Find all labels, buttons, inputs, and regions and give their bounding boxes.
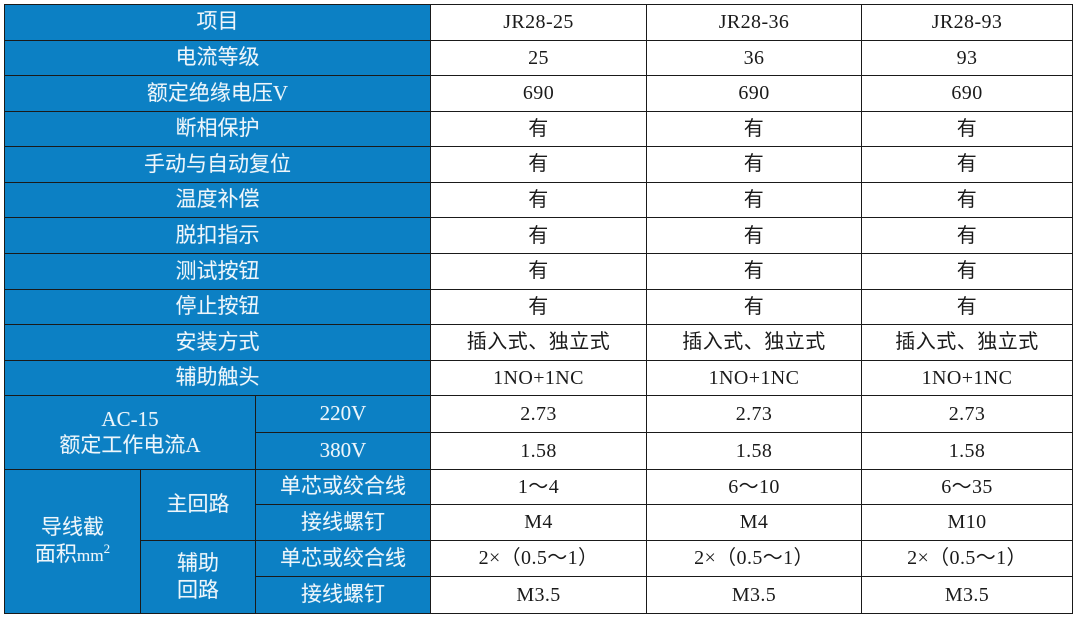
table-row: 手动与自动复位 有 有 有 [3,146,1074,183]
specification-table: 项目 JR28-25 JR28-36 JR28-93 电流等级 25 36 93… [3,4,1074,615]
row-value: 有 [430,288,648,326]
row-value: M3.5 [861,576,1074,614]
table-row: 辅助触头 1NO+1NC 1NO+1NC 1NO+1NC [3,359,1074,397]
row-value: 有 [861,181,1074,219]
row-value: 有 [646,288,863,326]
ac15-sub-label: 380V [254,431,432,470]
table-row: 测试按钮 有 有 有 [3,253,1074,290]
table-row-wire-aux-conductor: 辅助 回路 单芯或绞合线 2×（0.5～1） 2×（0.5～1） 2×（0.5～… [5,539,1074,615]
table-row: 额定绝缘电压V 690 690 690 [3,75,1074,112]
wire-label-line2: 面积mm2 [5,541,140,568]
wire-label-unit-exponent: 2 [103,541,111,557]
row-value: 1NO+1NC [646,359,863,397]
row-value: 1～4 [430,468,648,506]
ac15-label-line1: AC-15 [101,406,159,431]
row-value: 有 [861,288,1074,326]
row-value: 1.58 [646,431,863,470]
table-row-ac15-220v: AC-15 额定工作电流A 220V 2.73 2.73 2.73 [4,395,1074,470]
row-value: 有 [861,253,1074,290]
header-model-3: JR28-93 [861,4,1074,41]
table-header-row: 项目 JR28-25 JR28-36 JR28-93 [3,4,1074,41]
table-row-wire-main-conductor: 导线截 面积mm2 主回路 单芯或绞合线 1～4 6～10 6～35 [4,468,1074,615]
row-label: 脱扣指示 [3,217,432,255]
row-label: 测试按钮 [3,253,432,290]
wire-sub-label: 单芯或绞合线 [254,539,432,578]
ac15-group-label: AC-15 额定工作电流A [4,395,256,470]
header-model-2: JR28-36 [646,4,863,41]
ac15-label-line2: 额定工作电流A [59,433,201,458]
table-row-wire-main-screw: 接线螺钉 M4 M4 M10 [5,504,1074,541]
row-value: 有 [861,217,1074,255]
row-value: 2×（0.5～1） [861,539,1074,578]
row-value: 690 [430,75,648,112]
row-label: 安装方式 [3,324,432,361]
wire-label-unit: mm [76,546,104,566]
row-value: M4 [646,504,863,541]
table-row: 安装方式 插入式、独立式 插入式、独立式 插入式、独立式 [3,324,1074,361]
wire-label-line1: 导线截 [41,515,104,540]
row-value: 有 [861,110,1074,148]
row-value: 690 [646,75,863,112]
row-label: 电流等级 [3,39,432,77]
row-value: 25 [430,39,648,77]
wire-aux-label-line1: 辅助 [177,550,219,575]
row-value: 2×（0.5～1） [646,539,863,578]
header-model-1: JR28-25 [430,4,648,41]
table-row: 电流等级 25 36 93 [3,39,1074,77]
row-value: 6～10 [646,468,863,506]
row-value: 93 [861,39,1074,77]
table-row-wire-aux-screw: 接线螺钉 M3.5 M3.5 M3.5 [5,576,1074,614]
row-label: 断相保护 [3,110,432,148]
table-row: 停止按钮 有 有 有 [3,288,1074,326]
row-value: 1.58 [861,431,1074,470]
wire-label-area-text: 面积 [34,542,77,567]
row-value: 有 [430,217,648,255]
row-value: 2.73 [861,395,1074,433]
header-item-label: 项目 [3,4,432,41]
row-value: 有 [646,146,863,183]
row-label: 额定绝缘电压V [3,75,432,112]
wire-sub-label: 接线螺钉 [254,504,432,541]
table-row: 断相保护 有 有 有 [3,110,1074,148]
ac15-sub-label: 220V [254,395,432,433]
wire-group-label: 导线截 面积mm2 [4,468,141,615]
wire-aux-label-line2: 回路 [177,577,219,602]
row-value: 有 [430,253,648,290]
row-value: 有 [430,146,648,183]
wire-sub-label: 接线螺钉 [254,576,432,614]
row-value: 2.73 [646,395,863,433]
row-value: M10 [861,504,1074,541]
row-value: 有 [430,110,648,148]
row-value: M3.5 [430,576,648,614]
row-value: 690 [861,75,1074,112]
table-row: 温度补偿 有 有 有 [3,181,1074,219]
row-value: 有 [646,253,863,290]
wire-aux-circuit-label: 辅助 回路 [140,539,256,615]
row-value: 有 [861,146,1074,183]
row-value: 36 [646,39,863,77]
row-value: 1NO+1NC [861,359,1074,397]
row-label: 温度补偿 [3,181,432,219]
row-value: 插入式、独立式 [430,324,648,361]
row-value: 2×（0.5～1） [430,539,648,578]
row-value: M3.5 [646,576,863,614]
row-value: 1NO+1NC [430,359,648,397]
row-value: 有 [646,217,863,255]
wire-main-circuit-label: 主回路 [140,468,256,541]
row-label: 辅助触头 [3,359,432,397]
row-value: 有 [430,181,648,219]
row-value: 2.73 [430,395,648,433]
row-value: 6～35 [861,468,1074,506]
row-label: 手动与自动复位 [3,146,432,183]
table-row: 脱扣指示 有 有 有 [3,217,1074,255]
row-value: 有 [646,110,863,148]
row-value: 1.58 [430,431,648,470]
row-value: 插入式、独立式 [861,324,1074,361]
row-value: 有 [646,181,863,219]
row-label: 停止按钮 [3,288,432,326]
table-row-ac15-380v: 380V 1.58 1.58 1.58 [5,431,1074,470]
wire-sub-label: 单芯或绞合线 [254,468,432,506]
row-value: 插入式、独立式 [646,324,863,361]
row-value: M4 [430,504,648,541]
